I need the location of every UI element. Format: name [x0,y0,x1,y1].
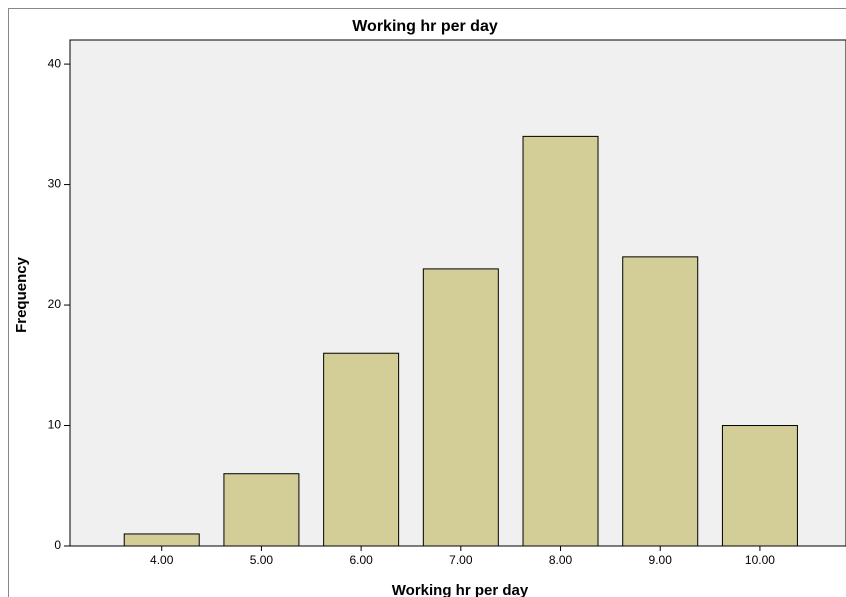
y-tick-label: 10 [48,418,62,432]
x-tick-label: 9.00 [649,553,673,567]
x-tick-label: 10.00 [745,553,775,567]
bar [522,135,599,547]
x-tick-label: 4.00 [150,553,174,567]
bar [721,425,798,547]
chart-title: Working hr per day [352,18,498,35]
bar [622,256,699,547]
bar [223,473,300,547]
y-axis-title: Frequency [13,256,30,333]
x-axis-title: Working hr per day [392,582,529,597]
x-tick-label: 5.00 [250,553,274,567]
y-tick-label: 20 [48,297,62,311]
y-tick-label: 30 [48,177,62,191]
x-tick-label: 7.00 [449,553,473,567]
bar [123,533,200,547]
y-tick-label: 0 [54,538,61,552]
x-tick-label: 8.00 [549,553,573,567]
bar [422,268,499,547]
bar [323,352,400,547]
x-tick-label: 6.00 [349,553,373,567]
y-tick-label: 40 [48,56,62,70]
